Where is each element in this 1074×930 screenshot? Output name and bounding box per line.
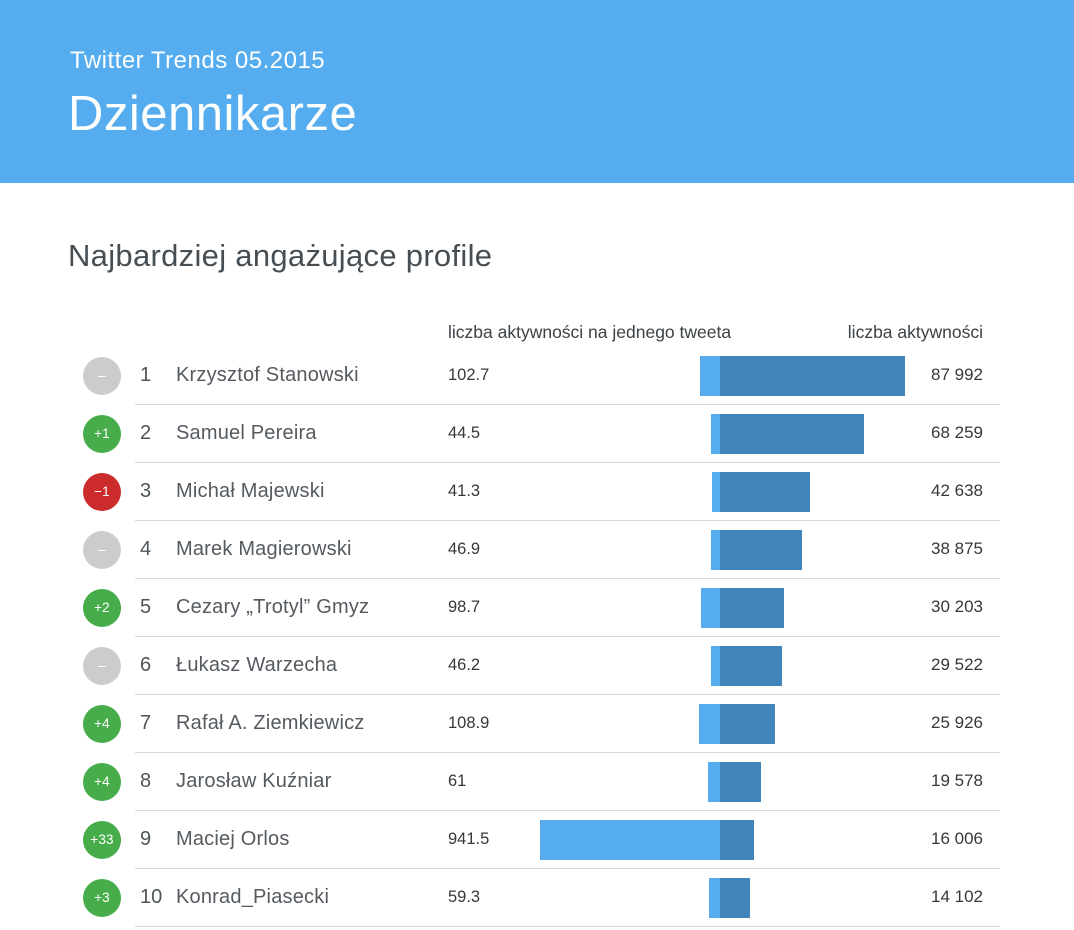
table-row: +2 5 Cezary „Trotyl” Gmyz 98.7 30 203 (0, 579, 1074, 637)
total-activity-value: 87 992 (931, 365, 983, 384)
per-tweet-value: 61 (448, 772, 467, 790)
total-activity-bar (720, 820, 754, 860)
rank-number: 7 (140, 712, 152, 734)
profile-name: Michał Majewski (176, 480, 325, 502)
header-subtitle: Twitter Trends 05.2015 (70, 47, 326, 74)
row-separator (135, 926, 1000, 927)
ranking-rows: – 1 Krzysztof Stanowski 102.7 87 992 +1 … (0, 347, 1074, 927)
total-activity-value: 38 875 (931, 539, 983, 558)
rank-number: 2 (140, 422, 152, 444)
per-tweet-value: 41.3 (448, 482, 481, 500)
total-activity-bar (720, 530, 802, 570)
per-tweet-value: 44.5 (448, 424, 481, 442)
rank-change-badge: +4 (83, 705, 121, 743)
table-row: +1 2 Samuel Pereira 44.5 68 259 (0, 405, 1074, 463)
rank-number: 6 (140, 654, 152, 676)
page-title: Dziennikarze (68, 87, 358, 141)
profile-name: Rafał A. Ziemkiewicz (176, 712, 365, 734)
rank-change-badge: +4 (83, 763, 121, 801)
rank-change-badge: +1 (83, 415, 121, 453)
rank-number: 1 (140, 364, 152, 386)
total-activity-value: 19 578 (931, 771, 983, 790)
rank-number: 9 (140, 828, 152, 850)
total-activity-bar (720, 762, 761, 802)
per-tweet-bar (709, 878, 720, 918)
total-activity-bar (720, 588, 784, 628)
row-separator (135, 462, 1000, 463)
table-column-headers: liczba aktywności na jednego tweeta licz… (0, 322, 1074, 347)
total-activity-value: 30 203 (931, 597, 983, 616)
per-tweet-value: 46.2 (448, 656, 481, 674)
row-separator (135, 752, 1000, 753)
total-activity-value: 42 638 (931, 481, 983, 500)
profile-name: Cezary „Trotyl” Gmyz (176, 596, 370, 618)
table-row: +3 10 Konrad_Piasecki 59.3 14 102 (0, 869, 1074, 927)
per-tweet-bar (711, 646, 720, 686)
table-row: −1 3 Michał Majewski 41.3 42 638 (0, 463, 1074, 521)
per-tweet-bar (711, 530, 720, 570)
per-tweet-value: 108.9 (448, 714, 490, 732)
per-tweet-bar (708, 762, 720, 802)
per-tweet-bar (711, 414, 720, 454)
per-tweet-bar (701, 588, 720, 628)
rank-number: 4 (140, 538, 152, 560)
column-header-total: liczba aktywności (847, 322, 983, 342)
row-separator (135, 694, 1000, 695)
total-activity-value: 14 102 (931, 887, 983, 906)
table-row: +4 7 Rafał A. Ziemkiewicz 108.9 25 926 (0, 695, 1074, 753)
header-banner: Twitter Trends 05.2015 Dziennikarze (0, 0, 1074, 183)
per-tweet-value: 46.9 (448, 540, 481, 558)
rank-change-badge: – (83, 357, 121, 395)
profile-name: Maciej Orlos (176, 828, 290, 850)
row-separator (135, 404, 1000, 405)
rank-number: 3 (140, 480, 152, 502)
profile-name: Jarosław Kuźniar (176, 770, 332, 792)
rank-change-badge: −1 (83, 473, 121, 511)
rank-change-badge: +3 (83, 879, 121, 917)
rank-number: 10 (140, 886, 163, 908)
rank-number: 8 (140, 770, 152, 792)
rank-change-badge: +2 (83, 589, 121, 627)
row-separator (135, 520, 1000, 521)
table-row: – 4 Marek Magierowski 46.9 38 875 (0, 521, 1074, 579)
total-activity-value: 68 259 (931, 423, 983, 442)
per-tweet-value: 98.7 (448, 598, 481, 616)
total-activity-value: 29 522 (931, 655, 983, 674)
profile-name: Krzysztof Stanowski (176, 364, 359, 386)
profile-name: Konrad_Piasecki (176, 886, 330, 908)
rank-change-badge: – (83, 647, 121, 685)
row-separator (135, 810, 1000, 811)
table-row: – 6 Łukasz Warzecha 46.2 29 522 (0, 637, 1074, 695)
table-row: +33 9 Maciej Orlos 941.5 16 006 (0, 811, 1074, 869)
total-activity-bar (720, 646, 782, 686)
total-activity-bar (720, 878, 750, 918)
table-row: +4 8 Jarosław Kuźniar 61 19 578 (0, 753, 1074, 811)
rank-change-badge: +33 (83, 821, 121, 859)
total-activity-bar (720, 472, 810, 512)
per-tweet-value: 941.5 (448, 830, 490, 848)
per-tweet-bar (700, 356, 720, 396)
row-separator (135, 868, 1000, 869)
column-header-per-tweet: liczba aktywności na jednego tweeta (448, 322, 732, 342)
per-tweet-bar (699, 704, 720, 744)
rank-number: 5 (140, 596, 152, 618)
row-separator (135, 636, 1000, 637)
per-tweet-value: 59.3 (448, 888, 481, 906)
total-activity-value: 25 926 (931, 713, 983, 732)
per-tweet-value: 102.7 (448, 366, 490, 384)
total-activity-bar (720, 704, 775, 744)
table-row: – 1 Krzysztof Stanowski 102.7 87 992 (0, 347, 1074, 405)
per-tweet-bar (712, 472, 720, 512)
profile-name: Marek Magierowski (176, 538, 352, 560)
per-tweet-bar (540, 820, 720, 860)
profile-name: Łukasz Warzecha (176, 654, 338, 676)
rank-change-badge: – (83, 531, 121, 569)
section-title: Najbardziej angażujące profile (68, 238, 493, 273)
total-activity-bar (720, 414, 864, 454)
profile-name: Samuel Pereira (176, 422, 317, 444)
total-activity-value: 16 006 (931, 829, 983, 848)
row-separator (135, 578, 1000, 579)
total-activity-bar (720, 356, 905, 396)
